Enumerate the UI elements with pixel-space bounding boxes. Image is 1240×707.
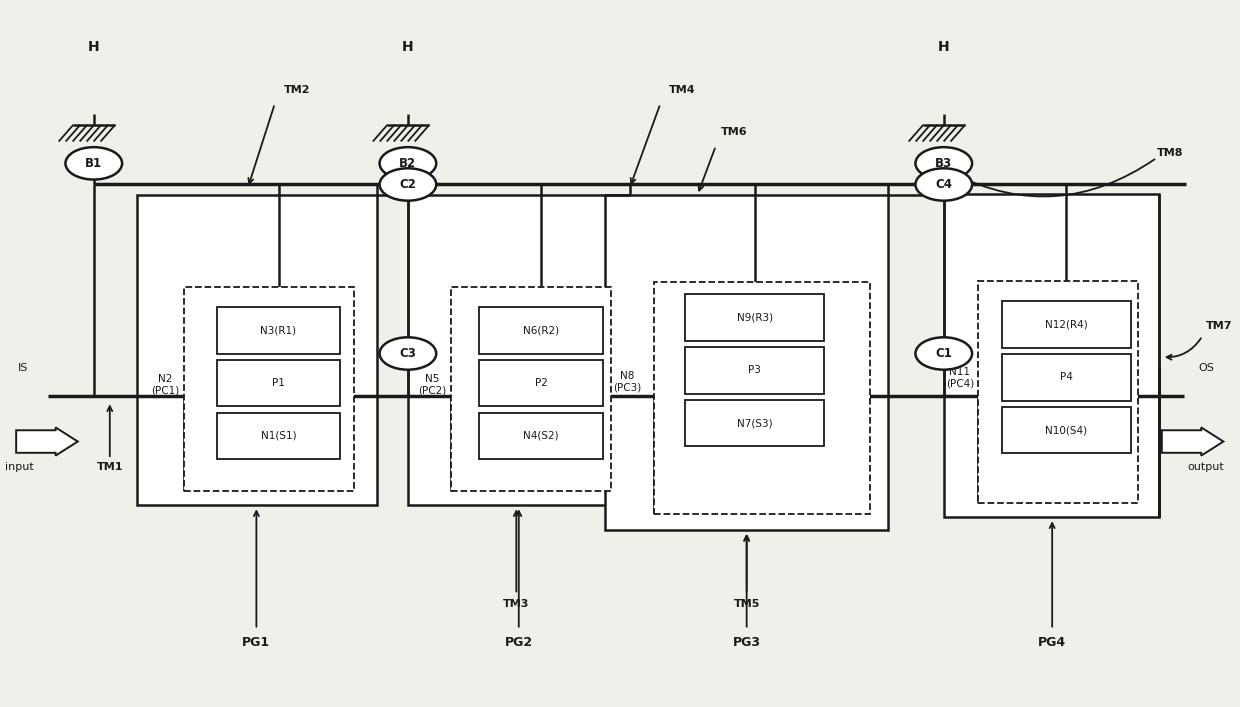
Bar	[136, 195, 377, 505]
FancyArrow shape	[16, 428, 78, 455]
Text: N5
(PC2): N5 (PC2)	[418, 375, 446, 396]
Circle shape	[915, 147, 972, 180]
Bar	[480, 413, 603, 459]
Bar	[217, 413, 340, 459]
Text: TM8: TM8	[1157, 148, 1183, 158]
Text: N3(R1): N3(R1)	[260, 325, 296, 335]
Text: N11
(PC4): N11 (PC4)	[946, 368, 973, 389]
Bar	[684, 294, 825, 341]
Bar	[1002, 354, 1131, 401]
Bar	[217, 307, 340, 354]
Bar	[605, 195, 888, 530]
Text: OS: OS	[1198, 363, 1214, 373]
Text: IS: IS	[19, 363, 29, 373]
Text: H: H	[88, 40, 99, 54]
FancyArrow shape	[1162, 428, 1224, 455]
Text: PG2: PG2	[505, 636, 533, 649]
Text: H: H	[937, 40, 950, 54]
Text: TM2: TM2	[284, 85, 310, 95]
Text: TM5: TM5	[734, 599, 760, 609]
Bar	[408, 195, 630, 505]
Bar	[655, 281, 869, 514]
Circle shape	[379, 147, 436, 180]
Text: N9(R3): N9(R3)	[737, 312, 773, 322]
Text: TM1: TM1	[97, 462, 123, 472]
Circle shape	[915, 168, 972, 201]
Text: C4: C4	[935, 178, 952, 191]
Circle shape	[379, 337, 436, 370]
Bar	[480, 307, 603, 354]
Text: C1: C1	[935, 347, 952, 360]
Bar	[684, 400, 825, 446]
Bar	[184, 286, 353, 491]
Text: P2: P2	[534, 378, 547, 388]
Text: TM7: TM7	[1207, 321, 1233, 331]
Text: B2: B2	[399, 157, 417, 170]
Bar	[1002, 407, 1131, 453]
Text: PG1: PG1	[242, 636, 270, 649]
Text: C2: C2	[399, 178, 417, 191]
Bar	[978, 281, 1138, 503]
Text: N7(S3): N7(S3)	[737, 419, 773, 428]
Text: PG4: PG4	[1038, 636, 1066, 649]
Text: TM4: TM4	[670, 85, 696, 95]
Text: C3: C3	[399, 347, 417, 360]
Circle shape	[915, 337, 972, 370]
Text: P4: P4	[1060, 373, 1073, 382]
Text: B3: B3	[935, 157, 952, 170]
Text: B1: B1	[86, 157, 103, 170]
Text: TM3: TM3	[503, 599, 529, 609]
Text: N12(R4): N12(R4)	[1045, 320, 1087, 329]
Text: PG3: PG3	[733, 636, 760, 649]
Bar	[684, 347, 825, 394]
Bar	[480, 360, 603, 407]
Circle shape	[66, 147, 122, 180]
Text: P3: P3	[748, 366, 761, 375]
Bar	[217, 360, 340, 407]
Bar	[451, 286, 611, 491]
Bar	[944, 194, 1159, 517]
Text: input: input	[5, 462, 35, 472]
Text: N1(S1): N1(S1)	[260, 431, 296, 441]
Text: N10(S4): N10(S4)	[1045, 425, 1087, 436]
Text: TM6: TM6	[720, 127, 748, 137]
Text: N6(R2): N6(R2)	[523, 325, 559, 335]
Text: N2
(PC1): N2 (PC1)	[151, 375, 180, 396]
Text: P1: P1	[272, 378, 285, 388]
Text: output: output	[1188, 462, 1225, 472]
Text: N4(S2): N4(S2)	[523, 431, 559, 441]
Bar	[1002, 301, 1131, 348]
Text: H: H	[402, 40, 414, 54]
Text: N8
(PC3): N8 (PC3)	[613, 371, 641, 392]
Circle shape	[379, 168, 436, 201]
